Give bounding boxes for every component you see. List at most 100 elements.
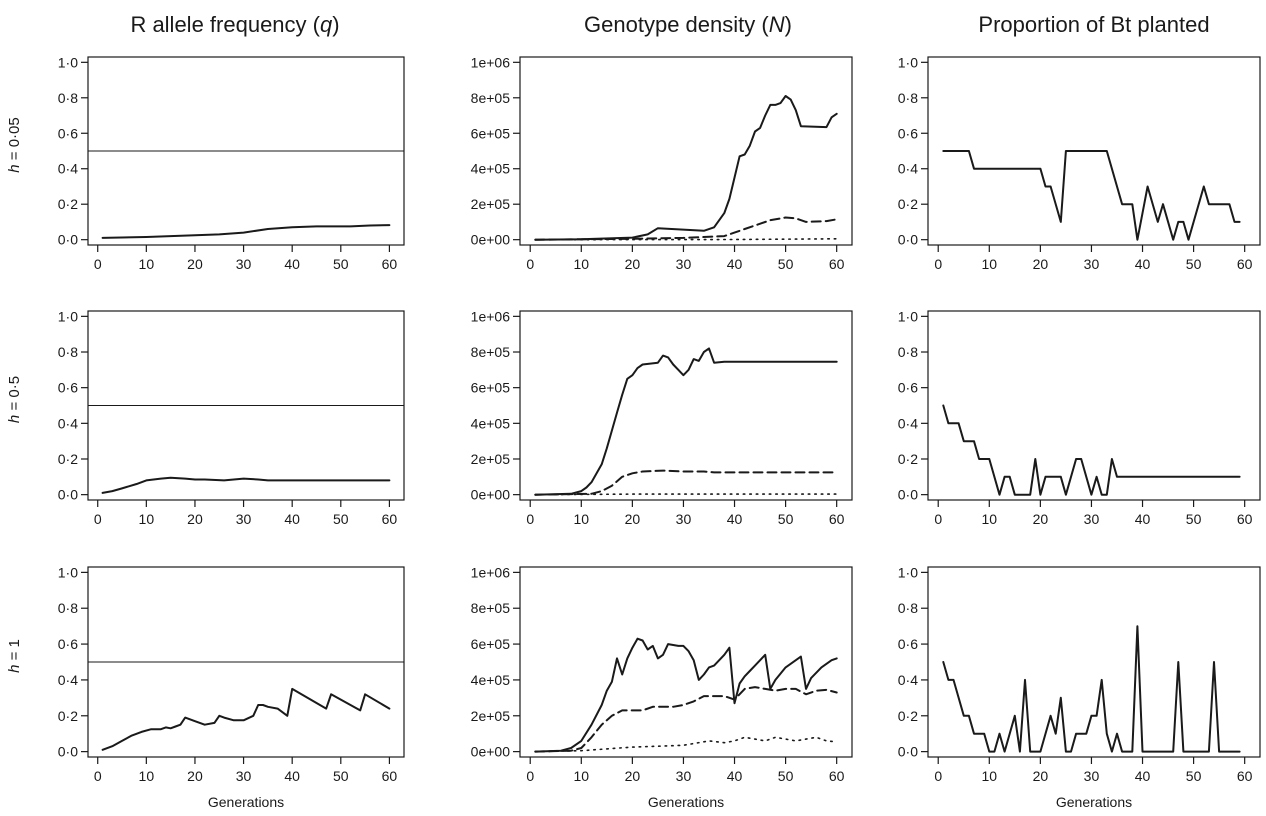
- y-tick-label: 0·4: [58, 672, 78, 688]
- x-tick-label: 10: [139, 768, 155, 784]
- x-tick-label: 50: [333, 511, 349, 527]
- series-line-solid: [942, 404, 1241, 496]
- x-tick-label: 30: [1084, 511, 1100, 527]
- plot-frame: [519, 566, 853, 758]
- panel-r1-c1: 0 10 20 30 40 50 60 0·0 0·2 0·4 0·6 0·8 1·0: [58, 54, 405, 272]
- y-tick-label: 8e+05: [471, 600, 511, 616]
- y-tick-label: 0·0: [898, 232, 918, 248]
- x-tick-label: 0: [934, 256, 942, 272]
- x-axis-label: Generations: [1056, 794, 1132, 810]
- y-tick-label: 2e+05: [471, 708, 511, 724]
- x-tick-label: 0: [934, 768, 942, 784]
- x-tick-label: 50: [1186, 511, 1202, 527]
- series-line-solid: [534, 637, 838, 753]
- x-tick-label: 20: [625, 256, 641, 272]
- y-tick-label: 6e+05: [471, 380, 511, 396]
- y-tick-label: 1e+06: [471, 54, 511, 70]
- column-title-1: R allele frequency (q): [130, 12, 339, 37]
- x-tick-label: 30: [236, 511, 252, 527]
- row-labels: h = 0·05 h = 0·5 h = 1: [6, 117, 23, 673]
- x-tick-label: 10: [574, 256, 590, 272]
- panel-r2-c3: 0 10 20 30 40 50 60 0·0 0·2 0·4 0·6 0·8 1·0: [898, 308, 1261, 527]
- y-tick-label: 6e+05: [471, 125, 511, 141]
- x-tick-label: 30: [676, 768, 692, 784]
- x-tick-label: 20: [625, 511, 641, 527]
- y-tick-label: 0·2: [898, 451, 918, 467]
- x-tick-label: 40: [284, 511, 300, 527]
- y-tick-label: 0·8: [58, 90, 78, 106]
- x-tick-label: 40: [727, 256, 743, 272]
- series-line-solid: [534, 347, 838, 496]
- x-tick-label: 0: [934, 511, 942, 527]
- y-tick-label: 0·4: [898, 161, 918, 177]
- x-tick-label: 50: [778, 768, 794, 784]
- y-tick-label: 4e+05: [471, 415, 511, 431]
- x-tick-label: 20: [1033, 511, 1049, 527]
- x-tick-label: 10: [139, 256, 155, 272]
- x-tick-label: 50: [1186, 256, 1202, 272]
- panel-r1-c3: 0 10 20 30 40 50 60 0·0 0·2 0·4 0·6 0·8 1·0: [898, 54, 1261, 272]
- x-tick-label: 60: [829, 768, 845, 784]
- row-label-1: h = 0·05: [6, 117, 23, 172]
- row-label-symbol: h: [6, 665, 23, 673]
- x-tick-label: 40: [1135, 256, 1151, 272]
- series-line-dotted: [534, 238, 838, 241]
- x-tick-label: 40: [284, 768, 300, 784]
- y-tick-label: 8e+05: [471, 90, 511, 106]
- x-tick-label: 50: [333, 768, 349, 784]
- x-tick-label: 0: [526, 256, 534, 272]
- column-title-3: Proportion of Bt planted: [978, 12, 1209, 37]
- panel-r2-c1: 0 10 20 30 40 50 60 0·0 0·2 0·4 0·6 0·8 1·0: [58, 308, 405, 527]
- column-title-suffix: ): [785, 12, 792, 37]
- series-line-solid: [534, 95, 838, 241]
- x-tick-label: 10: [982, 256, 998, 272]
- x-tick-label: 40: [727, 511, 743, 527]
- y-tick-label: 2e+05: [471, 196, 511, 212]
- row-label-2: h = 0·5: [6, 376, 23, 423]
- column-title-symbol: N: [769, 12, 785, 37]
- x-tick-label: 60: [1237, 768, 1253, 784]
- y-tick-label: 0e+00: [471, 232, 511, 248]
- y-tick-label: 0·8: [898, 600, 918, 616]
- panel-r3-c2: 0 10 20 30 40 50 60 0e+00 2e+05 4e+05 6e+05 8e+05 1e…: [471, 564, 853, 810]
- x-tick-label: 60: [382, 768, 398, 784]
- y-tick-label: 0e+00: [471, 487, 511, 503]
- x-tick-label: 30: [676, 256, 692, 272]
- y-tick-label: 0·8: [898, 344, 918, 360]
- x-tick-label: 10: [139, 511, 155, 527]
- x-tick-label: 60: [382, 256, 398, 272]
- y-tick-label: 1·0: [58, 54, 78, 70]
- panel-r3-c3: 0 10 20 30 40 50 60 0·0 0·2 0·4 0·6 0·8 1·0 Generatio…: [898, 564, 1261, 810]
- x-tick-label: 10: [982, 511, 998, 527]
- series-line-solid: [101, 224, 391, 239]
- row-label-3: h = 1: [6, 639, 23, 673]
- y-tick-label: 0·2: [58, 451, 78, 467]
- plot-frame: [519, 56, 853, 246]
- x-tick-label: 60: [1237, 256, 1253, 272]
- row-label-value: = 0·5: [6, 376, 23, 415]
- y-tick-label: 1·0: [898, 308, 918, 324]
- y-tick-label: 1e+06: [471, 308, 511, 324]
- y-tick-label: 0·6: [58, 636, 78, 652]
- x-axis-label: Generations: [208, 794, 284, 810]
- plot-frame: [927, 56, 1261, 246]
- y-tick-label: 0·8: [58, 344, 78, 360]
- y-tick-label: 0·4: [898, 672, 918, 688]
- x-tick-label: 50: [1186, 768, 1202, 784]
- y-tick-label: 0·6: [58, 125, 78, 141]
- column-title-symbol: q: [320, 12, 333, 37]
- x-tick-label: 60: [382, 511, 398, 527]
- y-tick-label: 0·0: [58, 487, 78, 503]
- column-title-suffix: ): [332, 12, 339, 37]
- row-label-value: = 1: [6, 639, 23, 664]
- y-tick-label: 0·4: [898, 415, 918, 431]
- series-line-solid: [942, 150, 1241, 241]
- x-tick-label: 0: [94, 256, 102, 272]
- series-line-dashed: [534, 216, 838, 241]
- column-title-text: Genotype density (: [584, 12, 769, 37]
- x-tick-label: 30: [236, 768, 252, 784]
- x-tick-label: 60: [829, 511, 845, 527]
- plot-frame: [519, 310, 853, 501]
- y-tick-label: 0·6: [898, 125, 918, 141]
- y-tick-label: 6e+05: [471, 636, 511, 652]
